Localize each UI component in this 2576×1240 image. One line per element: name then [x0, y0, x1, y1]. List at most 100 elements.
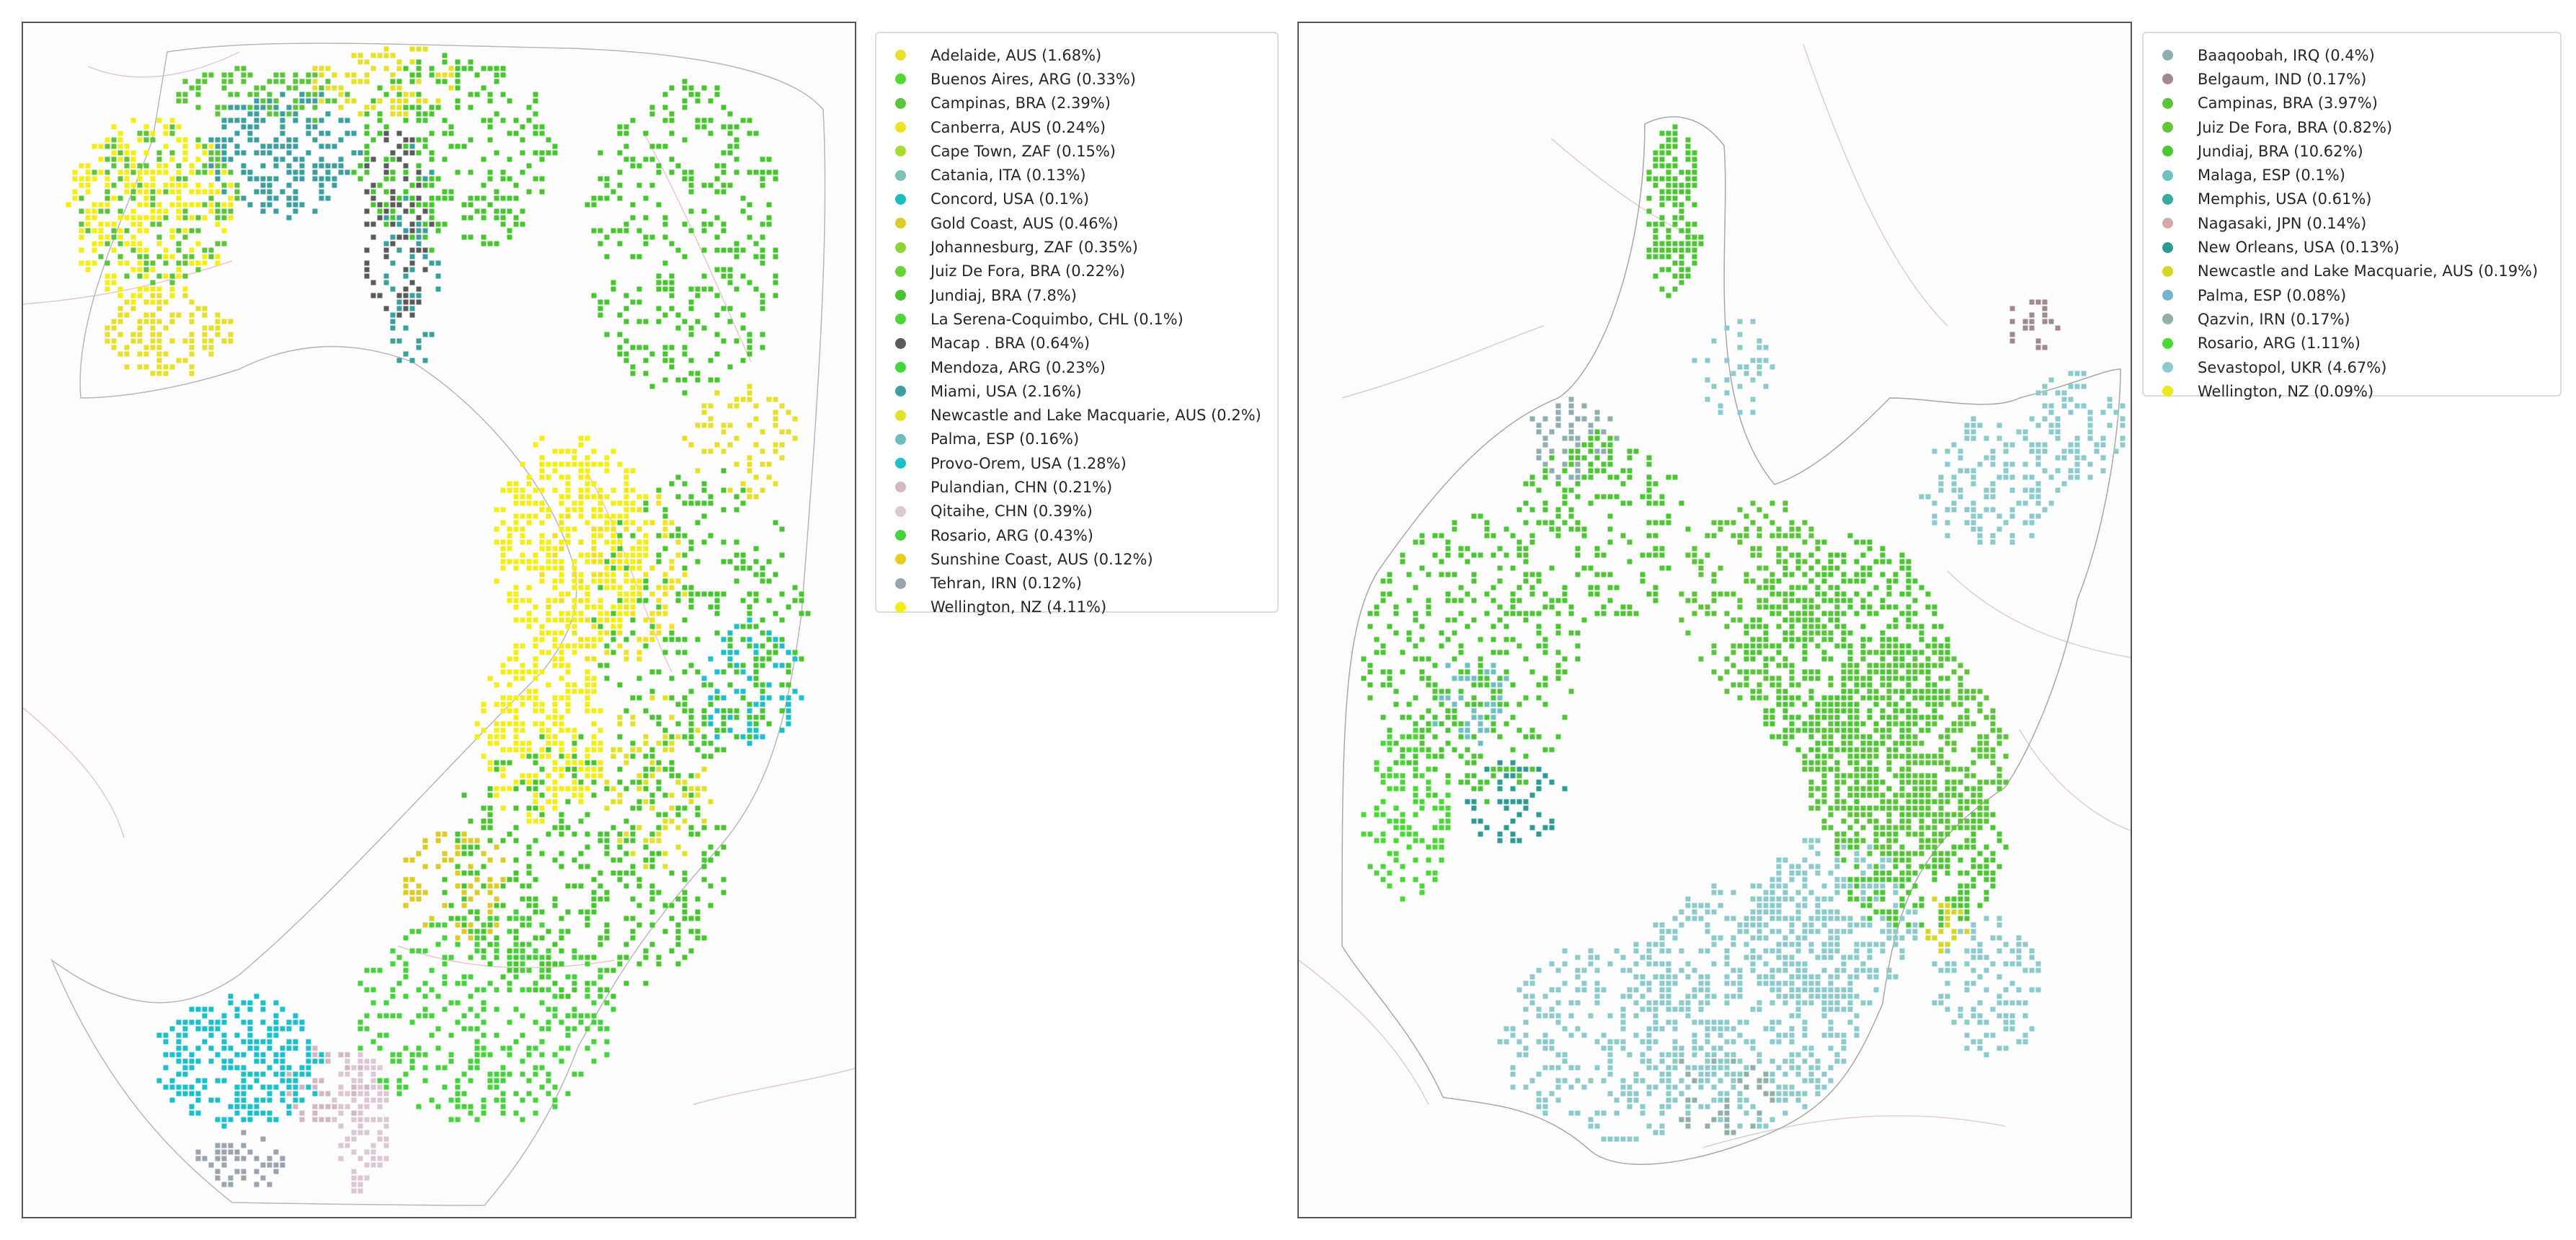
map-dot [753, 572, 759, 577]
map-dot [617, 169, 623, 175]
map-dot [539, 637, 545, 642]
map-dot [1724, 624, 1730, 629]
map-dot [675, 922, 681, 928]
map-dot [163, 371, 169, 376]
map-dot [630, 779, 636, 785]
map-dot [1821, 572, 1827, 577]
map-dot [215, 208, 221, 214]
map-canvas-left[interactable] [23, 23, 855, 1217]
map-dot [260, 202, 266, 208]
map-dot [552, 760, 558, 766]
map-dot [1769, 533, 1775, 539]
map-dot [507, 961, 512, 967]
map-dot [701, 818, 707, 824]
map-dot [520, 779, 525, 785]
map-dot [1471, 578, 1477, 584]
map-dot [409, 896, 415, 902]
map-dot [1672, 215, 1678, 221]
map-dot [390, 169, 396, 175]
map-dot [1620, 604, 1626, 610]
map-dot [559, 721, 564, 727]
map-dot [228, 105, 234, 110]
map-dot [448, 189, 454, 195]
map-dot [202, 247, 208, 253]
map-dot [254, 1078, 259, 1084]
legend-marker [895, 97, 906, 109]
map-dot [585, 753, 590, 759]
map-dot [1782, 617, 1788, 623]
map-dot [552, 643, 558, 649]
map-dot [649, 143, 655, 149]
map-dot [364, 1175, 370, 1181]
map-dot [701, 325, 707, 331]
map-dot [500, 708, 506, 714]
map-dot [293, 105, 298, 110]
map-dot [1711, 578, 1717, 584]
map-panel-right[interactable] [1297, 22, 2132, 1218]
map-dot [708, 448, 714, 454]
map-dot [539, 1065, 545, 1071]
map-dot [228, 137, 234, 143]
map-dot [1711, 520, 1717, 526]
map-dot [357, 111, 363, 117]
map-dot [383, 1123, 389, 1129]
map-dot [370, 1039, 376, 1045]
map-dot [442, 221, 448, 227]
map-dot [377, 53, 383, 58]
map-dot [539, 474, 545, 480]
map-dot [130, 332, 136, 337]
map-dot [1724, 520, 1730, 526]
map-dot [1795, 565, 1801, 571]
map-dot [636, 650, 642, 655]
map-dot [1504, 766, 1509, 772]
map-dot [727, 124, 733, 130]
map-dot [1620, 500, 1626, 506]
map-dot [630, 468, 636, 474]
map-dot [1536, 734, 1542, 740]
map-canvas-right[interactable] [1299, 23, 2131, 1217]
map-dot [1516, 773, 1522, 779]
map-dot [688, 740, 694, 746]
map-dot [429, 202, 435, 208]
map-dot [364, 247, 370, 253]
map-dot [1834, 701, 1840, 707]
map-dot [507, 98, 512, 104]
map-dot [286, 137, 292, 143]
map-dot [468, 1058, 474, 1064]
map-dot [1919, 903, 1924, 908]
map-dot [1821, 753, 1827, 759]
map-dot [1750, 500, 1756, 506]
map-dot [610, 539, 616, 545]
map-dot [429, 221, 435, 227]
map-dot [1912, 611, 1918, 616]
map-dot [267, 92, 272, 97]
map-dot [98, 241, 104, 247]
map-dot [766, 637, 772, 642]
map-dot [241, 150, 247, 156]
map-dot [1841, 643, 1847, 649]
map-dot [773, 169, 778, 175]
map-dot [539, 435, 545, 441]
map-dot [643, 546, 649, 552]
map-dot [299, 79, 305, 84]
map-dot [662, 727, 668, 733]
map-dot [1672, 182, 1678, 188]
map-dot [215, 202, 221, 208]
map-dot [1465, 779, 1470, 785]
map-dot [1679, 169, 1684, 175]
map-dot [546, 474, 551, 480]
map-dot [546, 1091, 551, 1097]
map-dot [221, 118, 227, 123]
map-dot [604, 676, 610, 681]
map-dot [1919, 786, 1924, 792]
map-dot [1523, 611, 1529, 616]
map-dot [1841, 734, 1847, 740]
map-panel-left[interactable] [22, 22, 856, 1218]
map-dot [1880, 805, 1886, 811]
map-dot [636, 779, 642, 785]
map-dot [695, 896, 701, 902]
map-dot [1899, 650, 1905, 655]
map-dot [1750, 520, 1756, 526]
map-dot [662, 604, 668, 610]
map-dot [273, 98, 279, 104]
